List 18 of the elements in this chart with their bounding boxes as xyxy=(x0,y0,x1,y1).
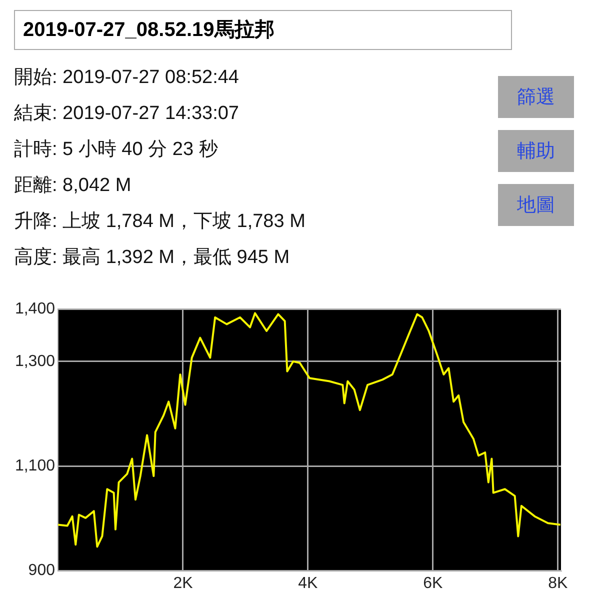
chart-title: 2019-07-27_08.52.19馬拉邦 xyxy=(14,10,512,50)
text: 距離: 8,042 M xyxy=(14,174,132,198)
text: 結束: 2019-07-27 14:33:07 xyxy=(14,102,239,126)
x-tick-label: 8K xyxy=(548,574,568,592)
text: 計時: 5 小時 40 分 23 秒 xyxy=(14,138,218,162)
text: 輔助 xyxy=(498,130,574,172)
text: 地圖 xyxy=(498,184,574,226)
x-tick-label: 2K xyxy=(173,574,194,592)
text: 篩選 xyxy=(498,76,574,118)
text: 升降: 上坡 1,784 M，下坡 1,783 M xyxy=(14,210,306,234)
y-tick-label: 1,100 xyxy=(14,457,56,474)
text: 高度: 最高 1,392 M，最低 945 M xyxy=(14,246,290,270)
x-tick-label: 4K xyxy=(298,574,318,592)
y-tick-label: 1,300 xyxy=(14,352,56,370)
y-tick-label: 900 xyxy=(28,562,56,580)
x-tick-label: 6K xyxy=(423,574,444,592)
text: 開始: 2019-07-27 08:52:44 xyxy=(14,66,239,90)
y-tick-label: 1,400 xyxy=(14,300,56,318)
